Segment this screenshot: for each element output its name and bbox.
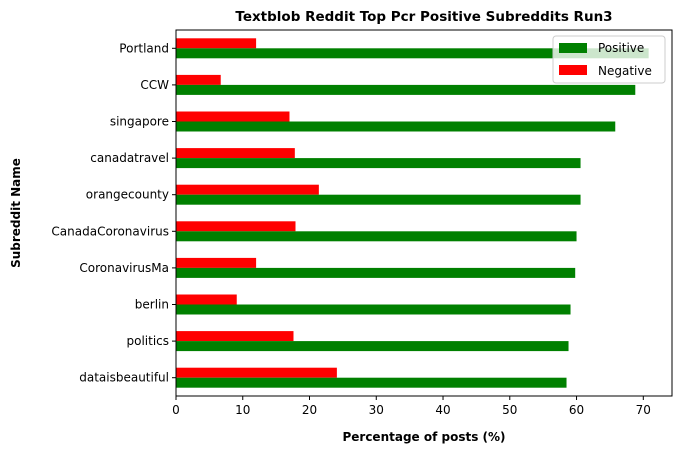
legend-label-positive: Positive [598,41,644,55]
legend: Positive Negative [552,35,666,84]
legend-label-negative: Negative [598,64,652,78]
plot-area [176,38,649,388]
y-tick-label: dataisbeautiful [79,371,169,385]
y-tick-label: CanadaCoronavirus [51,224,169,238]
bar-negative [176,111,290,122]
x-tick-label: 40 [435,403,450,417]
plot-frame [175,29,673,397]
y-axis-label: Subreddit Name [9,158,23,268]
bar-positive [176,158,581,169]
bar-positive [176,377,567,388]
bar-positive [176,48,649,59]
y-tick-label: berlin [135,298,169,312]
x-tick-label: 10 [235,403,250,417]
bar-negative [176,294,237,305]
bar-positive [176,194,581,205]
bar-negative [176,148,295,159]
bar-positive [176,341,569,352]
chart-title: Textblob Reddit Top Pcr Positive Subredd… [235,9,612,25]
bar-negative [176,331,294,342]
bar-positive [176,121,616,132]
bar-negative [176,38,257,49]
x-tick-label: 70 [636,403,651,417]
x-tick-label: 30 [369,403,384,417]
legend-swatch-negative [559,65,587,75]
bar-negative [176,221,296,232]
y-tick-label: Portland [119,41,169,55]
bar-negative [176,367,337,378]
y-tick-label: canadatravel [90,151,169,165]
bar-negative [176,184,319,195]
y-tick-label: singapore [110,115,169,129]
x-tick-label: 50 [502,403,517,417]
bar-positive [176,84,636,95]
x-tick-label: 60 [569,403,584,417]
y-tick-label: orangecounty [86,188,169,202]
y-tick-label: politics [126,334,169,348]
y-tick-label: CCW [140,78,169,92]
bar-positive [176,267,576,278]
y-tick-label: CoronavirusMa [79,261,169,275]
x-axis-label: Percentage of posts (%) [342,430,505,444]
legend-swatch-positive [559,43,587,53]
x-tick-label: 0 [172,403,180,417]
bar-negative [176,257,257,268]
bar-positive [176,231,577,242]
bar-positive [176,304,571,315]
bar-negative [176,74,221,85]
x-tick-label: 20 [302,403,317,417]
